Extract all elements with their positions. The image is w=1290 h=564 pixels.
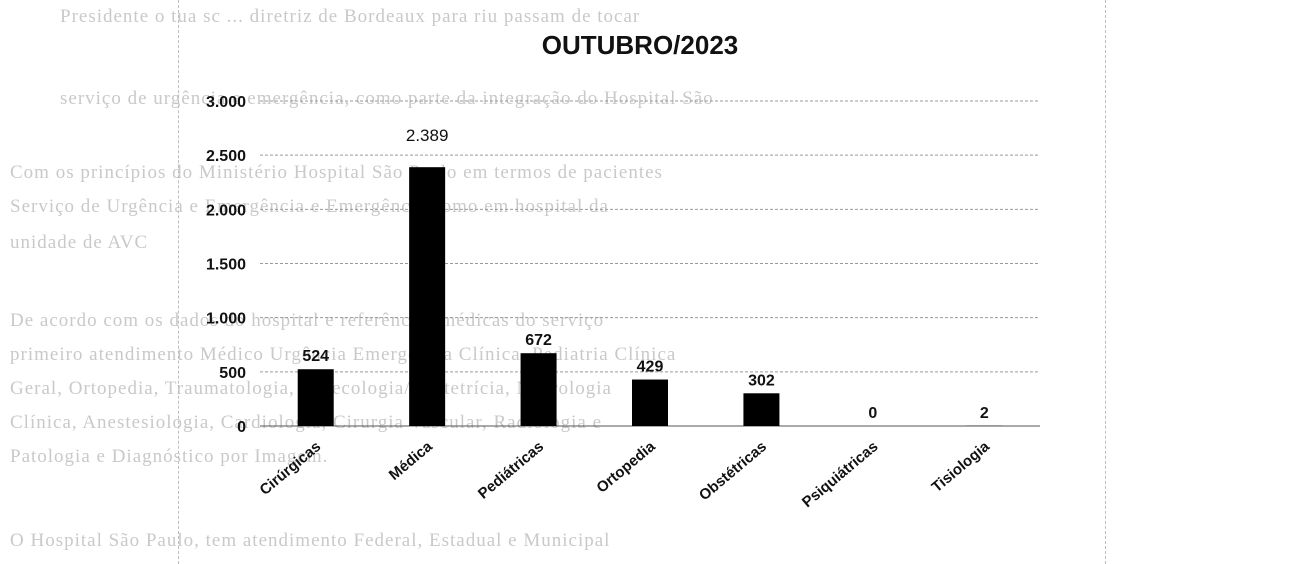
x-tick-label: Ortopedia (593, 438, 659, 497)
chart-frame-left (178, 0, 179, 564)
y-tick-label: 1.000 (206, 311, 246, 328)
bar (297, 369, 334, 426)
x-tick-label: Cirúrgicas (257, 438, 325, 499)
chart-title: OUTUBRO/2023 (541, 30, 739, 60)
data-label: 2 (980, 405, 989, 422)
background-text: unidade de AVC (10, 232, 149, 253)
bar (743, 393, 780, 426)
data-label: 2.389 (406, 126, 449, 145)
background-text: O Hospital São Paulo, tem atendimento Fe… (10, 530, 611, 551)
chart-frame-right (1105, 0, 1106, 564)
background-text: Serviço de Urgência e Emergência e Emerg… (10, 196, 609, 217)
x-tick-label: Psiquiátricas (799, 438, 881, 511)
y-tick-label: 0 (237, 419, 246, 436)
x-tick-label: Pediátricas (475, 438, 547, 502)
background-text: primeiro atendimento Médico Urgência Eme… (10, 344, 677, 365)
y-tick-label: 2.500 (206, 148, 246, 165)
data-label: 524 (302, 348, 329, 365)
bar (632, 379, 668, 426)
background-text: Patologia e Diagnóstico por Imagem. (10, 446, 329, 467)
bar (520, 353, 557, 426)
x-tick-label: Tisiologia (929, 438, 994, 496)
bar (409, 167, 446, 427)
y-tick-label: 2.000 (206, 202, 246, 219)
data-label: 672 (525, 332, 552, 349)
x-tick-label: Obstétricas (696, 438, 770, 504)
data-label: 0 (868, 405, 877, 422)
background-text: Com os princípios do Ministério Hospital… (10, 162, 663, 183)
data-label: 429 (637, 359, 664, 376)
background-text: Presidente o tua sc ... diretriz de Bord… (60, 6, 641, 27)
y-tick-label: 3.000 (206, 94, 246, 111)
x-tick-label: Médica (386, 438, 436, 484)
background-text: De acordo com os dados do hospital e ref… (10, 310, 605, 331)
y-tick-label: 500 (219, 365, 246, 382)
data-label: 302 (748, 372, 775, 389)
background-text: serviço de urgência e emergência, como p… (60, 88, 714, 109)
y-tick-label: 1.500 (206, 257, 246, 274)
